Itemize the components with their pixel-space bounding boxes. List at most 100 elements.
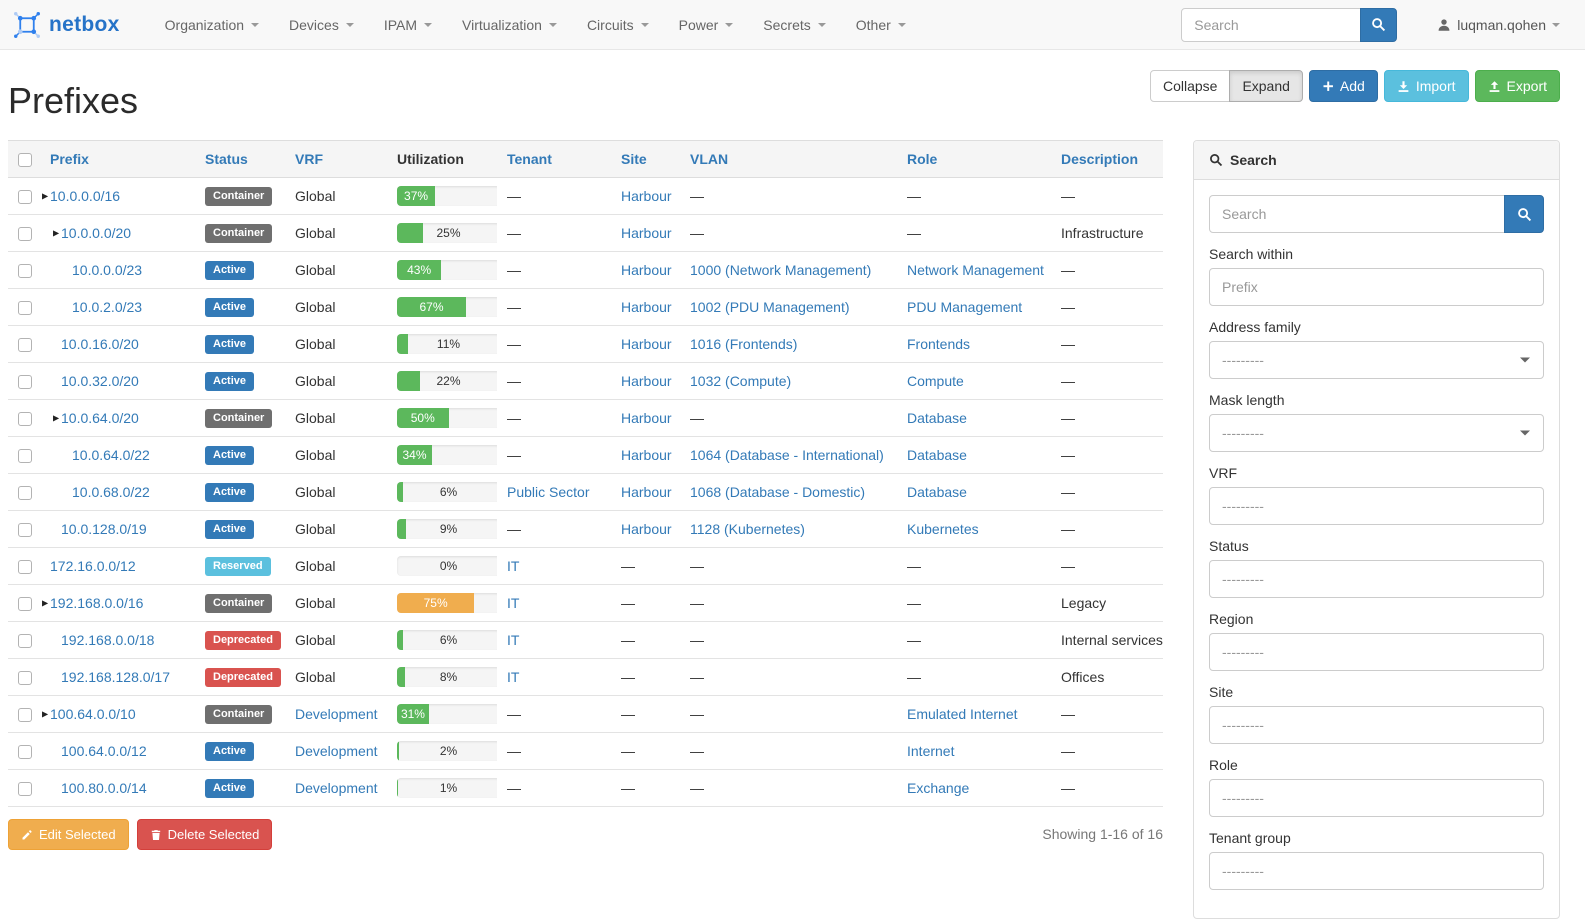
role-link[interactable]: Compute xyxy=(907,373,964,389)
filter-select-role[interactable]: --------- xyxy=(1209,779,1544,817)
role-link[interactable]: Emulated Internet xyxy=(907,706,1018,722)
site-link[interactable]: Harbour xyxy=(621,447,672,463)
nav-item-circuits[interactable]: Circuits xyxy=(572,11,664,39)
row-checkbox[interactable] xyxy=(18,301,32,316)
role-link[interactable]: Frontends xyxy=(907,336,971,352)
column-header-status[interactable]: Status xyxy=(195,140,285,178)
row-checkbox[interactable] xyxy=(18,523,32,538)
vlan-link[interactable]: 1016 (Frontends) xyxy=(690,336,798,352)
nav-item-organization[interactable]: Organization xyxy=(150,11,274,39)
tenant-link[interactable]: IT xyxy=(507,669,520,685)
prefix-link[interactable]: 10.0.32.0/20 xyxy=(61,373,139,389)
row-checkbox[interactable] xyxy=(18,227,32,242)
site-link[interactable]: Harbour xyxy=(621,262,672,278)
nav-item-power[interactable]: Power xyxy=(664,11,749,39)
prefix-link[interactable]: 10.0.68.0/22 xyxy=(72,484,150,500)
row-checkbox[interactable] xyxy=(18,190,32,205)
user-menu[interactable]: luqman.qohen xyxy=(1437,17,1560,33)
column-header-vrf[interactable]: VRF xyxy=(285,140,387,178)
prefix-link[interactable]: 10.0.64.0/22 xyxy=(72,447,150,463)
expand-caret-icon[interactable]: ▶ xyxy=(53,228,60,238)
prefix-link[interactable]: 10.0.2.0/23 xyxy=(72,299,143,315)
prefix-link[interactable]: 10.0.0.0/20 xyxy=(61,225,132,241)
vrf-link[interactable]: Development xyxy=(295,780,378,796)
site-link[interactable]: Harbour xyxy=(621,521,672,537)
filter-select-site[interactable]: --------- xyxy=(1209,706,1544,744)
vlan-link[interactable]: 1128 (Kubernetes) xyxy=(690,521,805,537)
role-link[interactable]: Database xyxy=(907,484,967,500)
delete-selected-button[interactable]: Delete Selected xyxy=(136,819,273,850)
column-header-site[interactable]: Site xyxy=(611,140,680,178)
site-link[interactable]: Harbour xyxy=(621,225,672,241)
prefix-link[interactable]: 10.0.16.0/20 xyxy=(61,336,139,352)
row-checkbox[interactable] xyxy=(18,264,32,279)
add-button[interactable]: Add xyxy=(1308,70,1378,102)
column-header-role[interactable]: Role xyxy=(897,140,1051,178)
expand-caret-icon[interactable]: ▶ xyxy=(42,191,49,201)
global-search-input[interactable] xyxy=(1181,7,1362,42)
role-link[interactable]: Network Management xyxy=(907,262,1044,278)
site-link[interactable]: Harbour xyxy=(621,484,672,500)
filter-search-input[interactable] xyxy=(1209,195,1505,233)
import-button[interactable]: Import xyxy=(1383,70,1469,102)
row-checkbox[interactable] xyxy=(18,597,32,612)
filter-select-address-family[interactable]: --------- xyxy=(1209,341,1544,379)
role-link[interactable]: Kubernetes xyxy=(907,521,979,537)
column-header-vlan[interactable]: VLAN xyxy=(680,140,897,178)
nav-item-secrets[interactable]: Secrets xyxy=(748,11,840,39)
prefix-link[interactable]: 100.64.0.0/12 xyxy=(61,743,147,759)
prefix-link[interactable]: 192.168.128.0/17 xyxy=(61,669,170,685)
nav-item-devices[interactable]: Devices xyxy=(274,11,369,39)
role-link[interactable]: Exchange xyxy=(907,780,970,796)
filter-select-vrf[interactable]: --------- xyxy=(1209,487,1544,525)
filter-input-search-within[interactable] xyxy=(1209,268,1544,306)
filter-select-tenant-group[interactable]: --------- xyxy=(1209,852,1544,890)
row-checkbox[interactable] xyxy=(18,708,32,723)
row-checkbox[interactable] xyxy=(18,486,32,501)
tenant-link[interactable]: Public Sector xyxy=(507,484,590,500)
row-checkbox[interactable] xyxy=(18,375,32,390)
row-checkbox[interactable] xyxy=(18,745,32,760)
netbox-logo[interactable]: netbox xyxy=(12,10,120,40)
edit-selected-button[interactable]: Edit Selected xyxy=(8,819,129,850)
expand-caret-icon[interactable]: ▶ xyxy=(53,413,60,423)
select-all-checkbox[interactable] xyxy=(18,153,32,168)
filter-select-region[interactable]: --------- xyxy=(1209,633,1544,671)
site-link[interactable]: Harbour xyxy=(621,373,672,389)
expand-caret-icon[interactable]: ▶ xyxy=(42,598,49,608)
global-search-button[interactable] xyxy=(1360,7,1398,42)
filter-select-mask-length[interactable]: --------- xyxy=(1209,414,1544,452)
expand-caret-icon[interactable]: ▶ xyxy=(42,709,49,719)
prefix-link[interactable]: 10.0.0.0/23 xyxy=(72,262,143,278)
tenant-link[interactable]: IT xyxy=(507,558,520,574)
role-link[interactable]: Database xyxy=(907,410,967,426)
vlan-link[interactable]: 1000 (Network Management) xyxy=(690,262,872,278)
prefix-link[interactable]: 10.0.128.0/19 xyxy=(61,521,147,537)
row-checkbox[interactable] xyxy=(18,449,32,464)
vlan-link[interactable]: 1064 (Database - International) xyxy=(690,447,884,463)
vrf-link[interactable]: Development xyxy=(295,743,378,759)
site-link[interactable]: Harbour xyxy=(621,188,672,204)
expand-button[interactable]: Expand xyxy=(1229,70,1303,102)
column-header-tenant[interactable]: Tenant xyxy=(497,140,611,178)
prefix-link[interactable]: 192.168.0.0/16 xyxy=(50,595,144,611)
nav-item-virtualization[interactable]: Virtualization xyxy=(447,11,572,39)
nav-item-other[interactable]: Other xyxy=(841,11,921,39)
row-checkbox[interactable] xyxy=(18,634,32,649)
tenant-link[interactable]: IT xyxy=(507,595,520,611)
site-link[interactable]: Harbour xyxy=(621,410,672,426)
tenant-link[interactable]: IT xyxy=(507,632,520,648)
row-checkbox[interactable] xyxy=(18,671,32,686)
collapse-button[interactable]: Collapse xyxy=(1149,70,1231,102)
row-checkbox[interactable] xyxy=(18,338,32,353)
vrf-link[interactable]: Development xyxy=(295,706,378,722)
role-link[interactable]: PDU Management xyxy=(907,299,1023,315)
vlan-link[interactable]: 1002 (PDU Management) xyxy=(690,299,850,315)
prefix-link[interactable]: 100.64.0.0/10 xyxy=(50,706,136,722)
prefix-link[interactable]: 172.16.0.0/12 xyxy=(50,558,136,574)
filter-search-button[interactable] xyxy=(1504,195,1544,233)
row-checkbox[interactable] xyxy=(18,560,32,575)
row-checkbox[interactable] xyxy=(18,782,32,797)
prefix-link[interactable]: 100.80.0.0/14 xyxy=(61,780,147,796)
site-link[interactable]: Harbour xyxy=(621,336,672,352)
